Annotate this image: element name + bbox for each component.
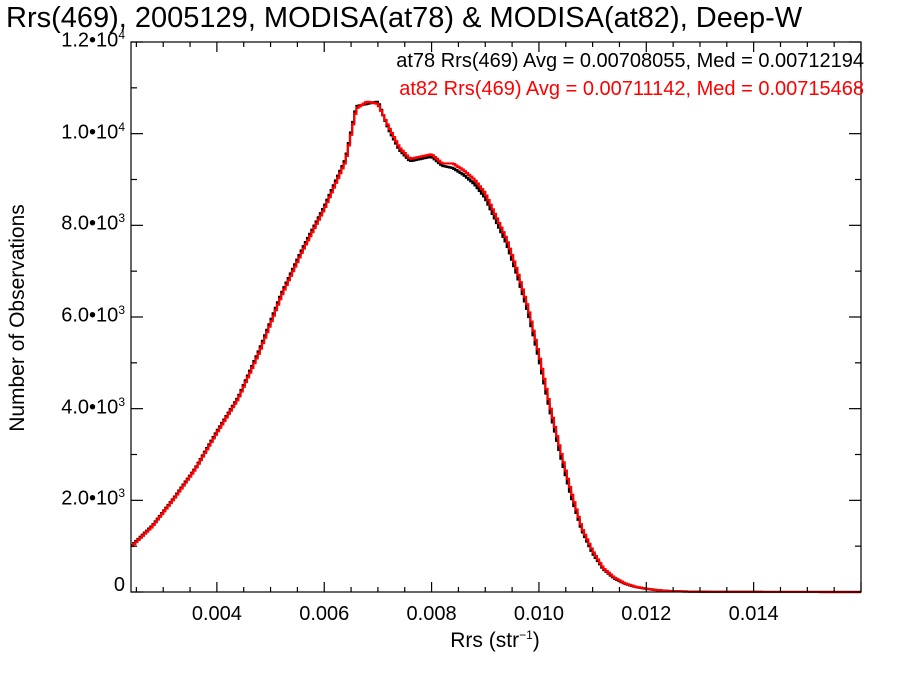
y-tick-mantissa: 6.0•10 <box>61 304 119 327</box>
x-axis-label-text: Rrs (str <box>450 629 520 652</box>
x-tick-label: 0.004 <box>191 603 242 625</box>
plot-frame <box>130 41 862 593</box>
y-tick-label: 8.0•103 <box>15 211 125 236</box>
y-tick-exponent: 3 <box>118 486 125 501</box>
y-tick-label: 6.0•103 <box>15 303 125 328</box>
series-line-at78 <box>131 100 861 594</box>
y-tick-label: 4.0•103 <box>15 395 125 420</box>
y-tick-mantissa: 0 <box>113 574 125 596</box>
y-tick-exponent: 3 <box>118 211 125 226</box>
y-tick-exponent: 4 <box>118 28 125 42</box>
x-axis-label-exponent: −1 <box>519 628 533 642</box>
y-tick-mantissa: 2.0•10 <box>61 487 119 510</box>
y-tick-label: 1.0•104 <box>15 120 125 145</box>
y-tick-exponent: 3 <box>118 394 125 409</box>
y-tick-exponent: 4 <box>118 119 125 134</box>
series-layer <box>131 100 861 594</box>
y-tick-exponent: 3 <box>118 303 125 317</box>
x-axis-label-close: ) <box>532 629 540 652</box>
y-tick-mantissa: 8.0•10 <box>61 212 119 235</box>
y-tick-mantissa: 4.0•10 <box>61 396 119 419</box>
y-tick-mantissa: 1.0•10 <box>61 121 119 144</box>
y-tick-label: 0 <box>15 574 125 597</box>
y-tick-mantissa: 1.2•10 <box>61 29 119 52</box>
y-tick-label: 2.0•103 <box>15 486 125 511</box>
x-tick-label: 0.014 <box>728 603 779 625</box>
tick-layer <box>131 41 862 593</box>
series-line-at82 <box>131 100 861 594</box>
x-tick-label: 0.006 <box>299 603 350 625</box>
legend-entry-at82: at82 Rrs(469) Avg = 0.00711142, Med = 0.… <box>399 78 864 100</box>
x-tick-label: 0.008 <box>406 603 457 625</box>
chart-title: Rrs(469), 2005129, MODISA(at78) & MODISA… <box>6 2 803 34</box>
x-tick-label: 0.012 <box>621 603 672 625</box>
x-axis-label: Rrs (str−1) <box>450 628 540 653</box>
x-tick-label: 0.010 <box>513 603 564 625</box>
y-tick-label: 1.2•104 <box>15 28 125 53</box>
legend-entry-at78: at78 Rrs(469) Avg = 0.00708055, Med = 0.… <box>396 50 864 72</box>
